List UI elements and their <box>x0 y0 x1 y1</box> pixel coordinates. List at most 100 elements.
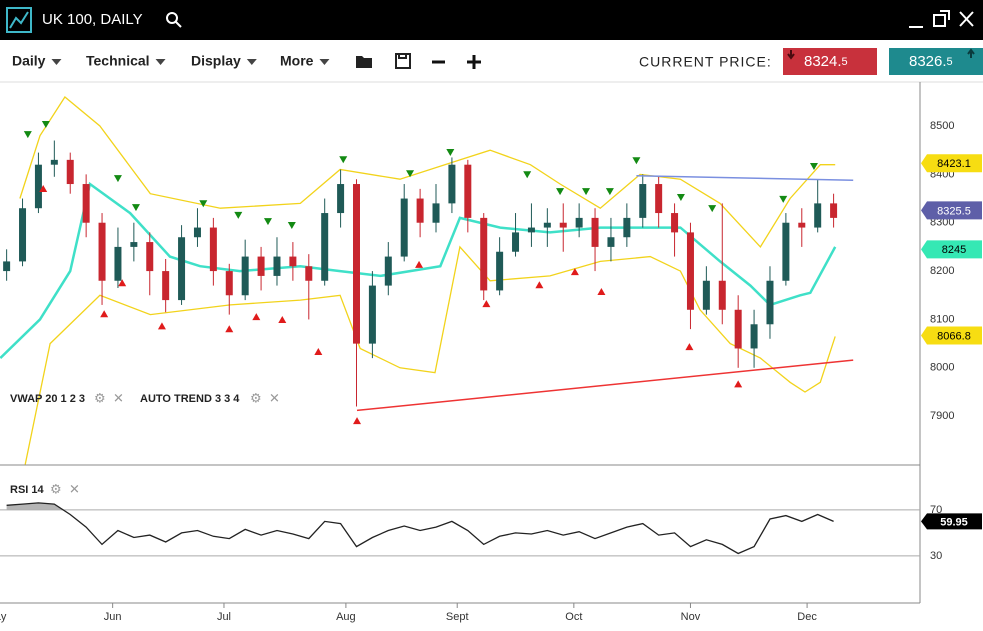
candle <box>527 203 535 247</box>
candle <box>464 159 472 233</box>
buy-price-main: 8326. <box>909 53 947 70</box>
candle-body <box>82 184 90 223</box>
buy-signal <box>353 417 362 425</box>
buy-signal <box>415 260 424 268</box>
settings-icon[interactable]: ⚙ <box>250 390 262 405</box>
price-badge <box>921 326 982 345</box>
rsi-tick-label: 70 <box>930 504 942 516</box>
buy-signal <box>100 310 109 318</box>
candle <box>241 239 249 301</box>
sell-signal <box>199 200 208 208</box>
sell-signal <box>556 188 565 196</box>
remove-icon[interactable]: ✕ <box>113 390 124 405</box>
trend-line <box>356 359 854 412</box>
candle-body <box>814 203 822 228</box>
price-badge-label: 8245 <box>942 244 966 256</box>
indicator-label[interactable]: AUTO TREND 3 3 4 <box>140 393 240 405</box>
candle-body <box>305 266 313 281</box>
candle-body <box>782 222 790 281</box>
sell-signal <box>779 195 788 203</box>
candle-body <box>50 159 58 165</box>
dropdown-arrow <box>246 59 257 65</box>
remove-icon[interactable]: ✕ <box>69 481 80 496</box>
candle-body <box>400 198 408 257</box>
candle <box>19 198 27 267</box>
menu-button[interactable]: Daily <box>12 53 46 69</box>
candle <box>146 232 154 296</box>
save-icon[interactable] <box>395 53 411 69</box>
sell-price[interactable]: 8324.5 <box>804 53 848 70</box>
candle-body <box>480 217 488 291</box>
sell-button[interactable] <box>783 48 877 75</box>
search-icon[interactable] <box>166 12 182 28</box>
price-badge <box>921 240 982 259</box>
candle-body <box>384 256 392 286</box>
rsi-tick-label: 30 <box>930 550 942 562</box>
sell-price-main: 8324. <box>804 53 842 70</box>
open-icon[interactable] <box>356 56 372 68</box>
popout-button[interactable] <box>933 10 950 27</box>
candle <box>432 184 440 233</box>
price-badge-label: 8325.5 <box>937 205 971 217</box>
price-tick-label: 8200 <box>930 265 954 277</box>
settings-icon[interactable]: ⚙ <box>94 390 106 405</box>
menu-button[interactable]: More <box>280 53 314 69</box>
sell-signal <box>523 171 532 179</box>
candle <box>766 266 774 339</box>
buy-signal <box>314 347 323 355</box>
buy-price[interactable]: 8326.5 <box>909 53 953 70</box>
candle <box>718 203 726 325</box>
candle <box>321 198 329 286</box>
sell-signal <box>339 156 348 164</box>
current-price-label: CURRENT PRICE: <box>639 54 772 70</box>
candle <box>702 266 710 315</box>
candle-body <box>241 256 249 296</box>
candle <box>305 254 313 320</box>
app-logo <box>6 7 32 33</box>
sell-signal <box>287 222 296 230</box>
candle <box>686 222 694 330</box>
candle-body <box>512 232 520 252</box>
candle-body <box>289 256 297 267</box>
candle <box>368 271 376 359</box>
rsi-label[interactable]: RSI 14 <box>10 484 45 496</box>
price-tick-label: 8000 <box>930 362 954 374</box>
indicator-label[interactable]: VWAP 20 1 2 3 <box>10 393 85 405</box>
candle <box>623 203 631 247</box>
band-line <box>19 96 836 248</box>
candle-body <box>162 271 170 301</box>
candle-body <box>734 309 742 349</box>
candle <box>273 237 281 286</box>
candle-body <box>34 164 42 209</box>
candle <box>193 208 201 247</box>
candle <box>289 242 297 281</box>
candle-body <box>718 280 726 310</box>
close-button[interactable] <box>959 11 974 27</box>
buy-button[interactable] <box>889 48 983 75</box>
candle-body <box>639 184 647 218</box>
menu-button[interactable]: Display <box>191 53 241 69</box>
sell-signal <box>131 204 140 212</box>
menu-button[interactable]: Technical <box>86 53 150 69</box>
price-tick-label: 8300 <box>930 217 954 229</box>
title-bar <box>0 0 983 40</box>
candle <box>66 152 74 194</box>
candle <box>82 174 90 238</box>
x-tick-label: Dec <box>797 611 817 623</box>
price-badge-label: 8423.1 <box>937 158 971 170</box>
price-tick-label: 8100 <box>930 313 954 325</box>
candle-body <box>686 232 694 310</box>
candle <box>830 193 838 228</box>
price-badge <box>921 154 982 173</box>
candle <box>591 208 599 272</box>
candle-body <box>798 222 806 228</box>
candle <box>559 203 567 252</box>
zoom-in[interactable] <box>467 55 481 69</box>
candle <box>337 169 345 228</box>
candle <box>575 203 583 238</box>
candle-body <box>3 261 11 272</box>
remove-icon[interactable]: ✕ <box>269 390 280 405</box>
settings-icon[interactable]: ⚙ <box>50 481 62 496</box>
candle-body <box>623 217 631 238</box>
candle <box>798 208 806 247</box>
